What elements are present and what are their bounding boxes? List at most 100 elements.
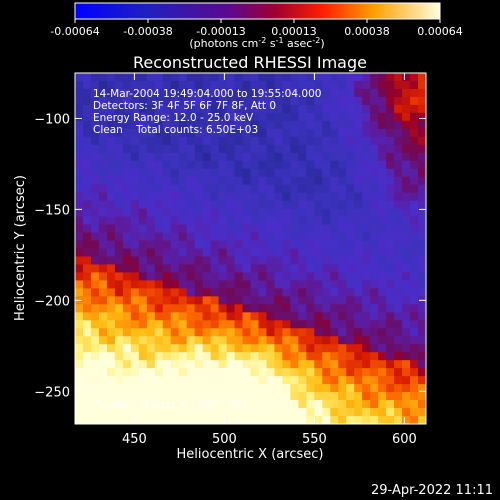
heatmap-cell <box>202 264 212 274</box>
heatmap-cell <box>106 192 116 202</box>
heatmap-cell <box>75 80 84 90</box>
heatmap-cell <box>330 408 339 417</box>
heatmap-cell <box>354 208 363 218</box>
heatmap-cell <box>226 200 236 210</box>
heatmap-cell <box>114 120 124 130</box>
heatmap-cell <box>354 152 363 162</box>
heatmap-cell <box>106 280 116 289</box>
heatmap-cell <box>322 104 331 114</box>
heatmap-cell <box>354 112 363 122</box>
heatmap-cell <box>266 312 276 321</box>
heatmap-cell <box>266 328 276 337</box>
heatmap-cell <box>330 120 339 130</box>
heatmap-cell <box>202 88 212 98</box>
heatmap-cell <box>178 216 188 226</box>
heatmap-cell <box>354 416 363 424</box>
heatmap-cell <box>210 272 220 282</box>
heatmap-cell <box>330 328 339 337</box>
heatmap-cell <box>410 248 419 258</box>
heatmap-cell <box>418 96 426 106</box>
heatmap-cell <box>162 320 172 329</box>
heatmap-cell <box>354 392 363 401</box>
heatmap-cell <box>266 248 276 258</box>
peak-position-label: Position of Peak = [505, -258] <box>94 399 251 411</box>
heatmap-cell <box>234 272 244 282</box>
heatmap-cell <box>258 408 268 417</box>
heatmap-cell <box>290 312 299 321</box>
heatmap-cell <box>218 184 228 194</box>
heatmap-cell <box>378 152 387 162</box>
heatmap-cell <box>322 120 331 130</box>
heatmap-cell <box>266 272 276 282</box>
heatmap-cell <box>346 104 355 114</box>
heatmap-cell <box>274 168 284 178</box>
heatmap-cell <box>410 360 419 369</box>
heatmap-cell <box>98 120 108 130</box>
heatmap-cell <box>290 200 299 210</box>
heatmap-cell <box>186 360 196 369</box>
heatmap-cell <box>290 224 299 234</box>
heatmap-cell <box>194 184 204 194</box>
heatmap-cell <box>346 312 355 321</box>
heatmap-cell <box>114 248 124 258</box>
heatmap-cell <box>226 360 236 369</box>
heatmap-cell <box>250 392 260 401</box>
heatmap-cell <box>410 200 419 210</box>
heatmap-cell <box>130 128 140 138</box>
heatmap-cell <box>362 288 371 297</box>
heatmap-cell <box>266 80 276 90</box>
heatmap-cell <box>154 368 164 377</box>
heatmap-cell <box>370 136 379 146</box>
heatmap-cell <box>250 104 260 114</box>
heatmap-cell <box>146 176 156 186</box>
heatmap-cell <box>250 216 260 226</box>
heatmap-cell <box>178 416 188 424</box>
heatmap-cell <box>298 208 307 218</box>
heatmap-cell <box>354 368 363 377</box>
heatmap-cell <box>274 256 284 266</box>
heatmap-cell <box>242 336 252 345</box>
heatmap-cell <box>410 128 419 138</box>
heatmap-cell <box>242 400 252 409</box>
heatmap-cell <box>322 288 331 297</box>
heatmap-cell <box>106 304 116 313</box>
heatmap-cell <box>218 400 228 409</box>
heatmap-cell <box>394 112 403 122</box>
heatmap-cell <box>266 320 276 329</box>
heatmap-cell <box>330 256 339 266</box>
heatmap-cell <box>114 344 124 353</box>
heatmap-cell <box>162 184 172 194</box>
heatmap-cell <box>386 168 395 178</box>
heatmap-cell <box>418 232 426 242</box>
heatmap-cell <box>362 144 371 154</box>
heatmap-cell <box>290 264 299 274</box>
heatmap-cell <box>122 104 132 114</box>
heatmap-cell <box>330 160 339 170</box>
heatmap-cell <box>114 200 124 210</box>
heatmap-cell <box>122 328 132 337</box>
heatmap-cell <box>154 296 164 305</box>
heatmap-cell <box>250 248 260 258</box>
heatmap-cell <box>418 208 426 218</box>
heatmap-cell <box>410 352 419 361</box>
heatmap-cell <box>242 152 252 162</box>
heatmap-cell <box>394 96 403 106</box>
heatmap-cell <box>138 104 148 114</box>
heatmap-cell <box>314 128 323 138</box>
heatmap-cell <box>258 288 268 297</box>
heatmap-cell <box>170 272 180 282</box>
heatmap-cell <box>306 368 315 377</box>
heatmap-cell <box>162 344 172 353</box>
heatmap-cell <box>250 240 260 250</box>
heatmap-cell <box>306 400 315 409</box>
heatmap-cell <box>154 256 164 266</box>
heatmap-cell <box>410 320 419 329</box>
heatmap-cell <box>98 256 108 266</box>
heatmap-cell <box>226 296 236 305</box>
heatmap-cell <box>330 352 339 361</box>
heatmap-cell <box>418 408 426 417</box>
heatmap-cell <box>274 280 284 289</box>
heatmap-cell <box>354 73 363 82</box>
heatmap-cell <box>82 312 92 321</box>
heatmap-cell <box>418 216 426 226</box>
